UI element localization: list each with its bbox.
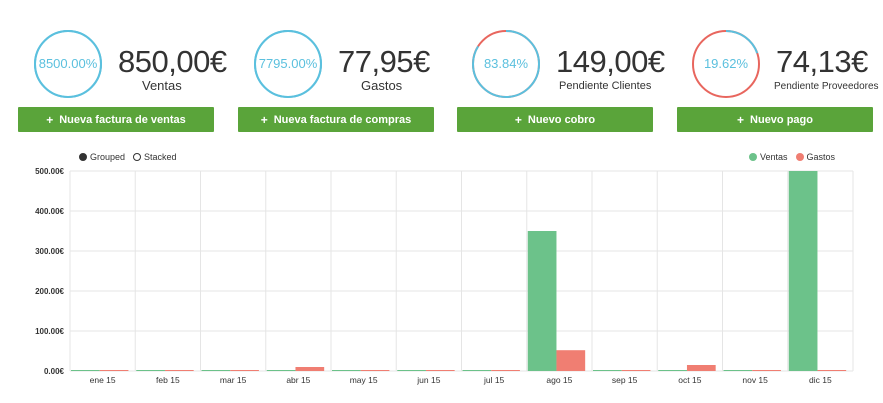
bar-gastos	[360, 370, 390, 371]
x-tick-label: jul 15	[483, 375, 505, 385]
bar-ventas	[397, 370, 426, 371]
ring-chart	[34, 30, 102, 98]
bar-ventas	[332, 370, 361, 371]
bar-gastos	[752, 370, 781, 371]
new-sales-invoice-button[interactable]: + Nueva factura de ventas	[18, 107, 214, 132]
ring-percentage: 19.62%	[703, 56, 749, 71]
y-tick-label: 0.00€	[44, 367, 65, 376]
ring-fill	[692, 30, 760, 98]
legend-label: Ventas	[760, 152, 788, 162]
ring-fill	[472, 30, 540, 98]
button-label: Nueva factura de ventas	[59, 113, 186, 126]
plus-icon: +	[514, 112, 522, 127]
kpi-pendiente-proveedores: 19.62% 74,13€ Pendiente Proveedores	[678, 22, 879, 102]
x-tick-label: nov 15	[742, 375, 768, 385]
bar-ventas	[266, 370, 296, 371]
bar-gastos	[425, 370, 455, 371]
legend-dot-icon	[749, 153, 757, 161]
stacked-option[interactable]: Stacked	[133, 152, 177, 162]
legend-label: Gastos	[806, 152, 836, 162]
y-tick-label: 400.00€	[35, 207, 64, 216]
bar-ventas	[462, 370, 492, 371]
kpi-pendiente-clientes: 83.84% 149,00€ Pendiente Clientes	[458, 22, 665, 102]
grouped-label: Grouped	[90, 152, 126, 162]
kpi-value: 850,00€	[118, 44, 227, 79]
x-tick-label: may 15	[350, 375, 378, 385]
legend-dot-icon	[795, 153, 804, 161]
x-tick-label: oct 15	[678, 375, 701, 385]
y-tick-label: 300.00€	[35, 247, 64, 256]
new-purchase-invoice-button[interactable]: + Nueva factura de compras	[238, 107, 434, 132]
button-label: Nuevo pago	[750, 113, 813, 126]
x-tick-label: abr 15	[286, 375, 310, 385]
kpi-value: 149,00€	[556, 44, 665, 79]
bar-ventas	[71, 370, 100, 371]
plus-icon: +	[260, 112, 268, 127]
plus-icon: +	[46, 112, 54, 127]
kpi-gastos: 7795.00% 77,95€ Gastos	[240, 22, 436, 102]
x-tick-label: dic 15	[809, 375, 832, 385]
x-tick-label: ago 15	[546, 375, 572, 385]
progress-ring: 83.84%	[470, 28, 542, 100]
legend-item-ventas[interactable]: Ventas	[749, 152, 788, 162]
button-label: Nuevo cobro	[527, 113, 596, 126]
x-tick-label: feb 15	[156, 375, 180, 385]
stacked-label: Stacked	[144, 152, 177, 162]
new-payment-button[interactable]: + Nuevo pago	[677, 107, 873, 132]
bar-gastos	[556, 350, 586, 371]
progress-ring: 8500.00%	[32, 28, 104, 100]
x-tick-label: jun 15	[416, 375, 440, 385]
ring-fill	[34, 30, 102, 98]
ring-chart	[692, 30, 760, 98]
chart-legend: Ventas Gastos	[749, 152, 843, 162]
kpi-label: Pendiente Clientes	[559, 80, 652, 92]
kpi-label: Pendiente Proveedores	[774, 81, 879, 92]
bar-gastos	[295, 367, 325, 371]
radio-unselected-icon	[133, 153, 142, 161]
kpi-ventas: 8500.00% 850,00€ Ventas	[20, 22, 227, 102]
kpi-value: 77,95€	[338, 44, 430, 79]
chart-mode-toggle: Grouped Stacked	[79, 152, 185, 162]
kpi-label: Gastos	[361, 78, 403, 93]
y-tick-label: 200.00€	[35, 287, 64, 296]
bar-gastos	[817, 370, 847, 371]
kpi-value: 74,13€	[776, 44, 868, 79]
x-tick-label: mar 15	[220, 375, 247, 385]
x-tick-label: ene 15	[90, 375, 116, 385]
y-tick-label: 100.00€	[35, 327, 64, 336]
x-tick-label: sep 15	[612, 375, 638, 385]
ring-percentage: 8500.00%	[38, 56, 98, 71]
bar-ventas	[136, 370, 165, 371]
bar-ventas	[658, 370, 687, 371]
ring-percentage: 7795.00%	[258, 56, 318, 71]
bar-ventas	[723, 370, 753, 371]
progress-ring: 19.62%	[690, 28, 762, 100]
radio-selected-icon	[79, 153, 87, 161]
button-label: Nueva factura de compras	[273, 113, 412, 126]
y-tick-label: 500.00€	[35, 167, 64, 176]
bar-gastos	[99, 370, 129, 371]
progress-ring: 7795.00%	[252, 28, 324, 100]
plus-icon: +	[737, 112, 745, 127]
ring-percentage: 83.84%	[483, 56, 529, 71]
ring-chart	[472, 30, 540, 98]
bar-ventas	[201, 370, 231, 371]
bar-ventas	[788, 171, 818, 371]
ring-chart	[254, 30, 322, 98]
kpi-label: Ventas	[142, 78, 182, 93]
bar-gastos	[491, 370, 520, 371]
bar-ventas	[527, 231, 557, 371]
bar-gastos	[230, 370, 259, 371]
bar-ventas	[593, 370, 622, 371]
ring-fill	[254, 30, 322, 98]
legend-item-gastos[interactable]: Gastos	[795, 152, 836, 162]
bar-chart: 0.00€ 100.00€ 200.00€ 300.00€ 400.00€ 500.00€…	[35, 167, 854, 385]
bar-gastos	[686, 365, 716, 371]
grouped-option[interactable]: Grouped	[79, 152, 125, 162]
bar-gastos	[164, 370, 194, 371]
bar-gastos	[621, 370, 651, 371]
new-collection-button[interactable]: + Nuevo cobro	[457, 107, 653, 132]
